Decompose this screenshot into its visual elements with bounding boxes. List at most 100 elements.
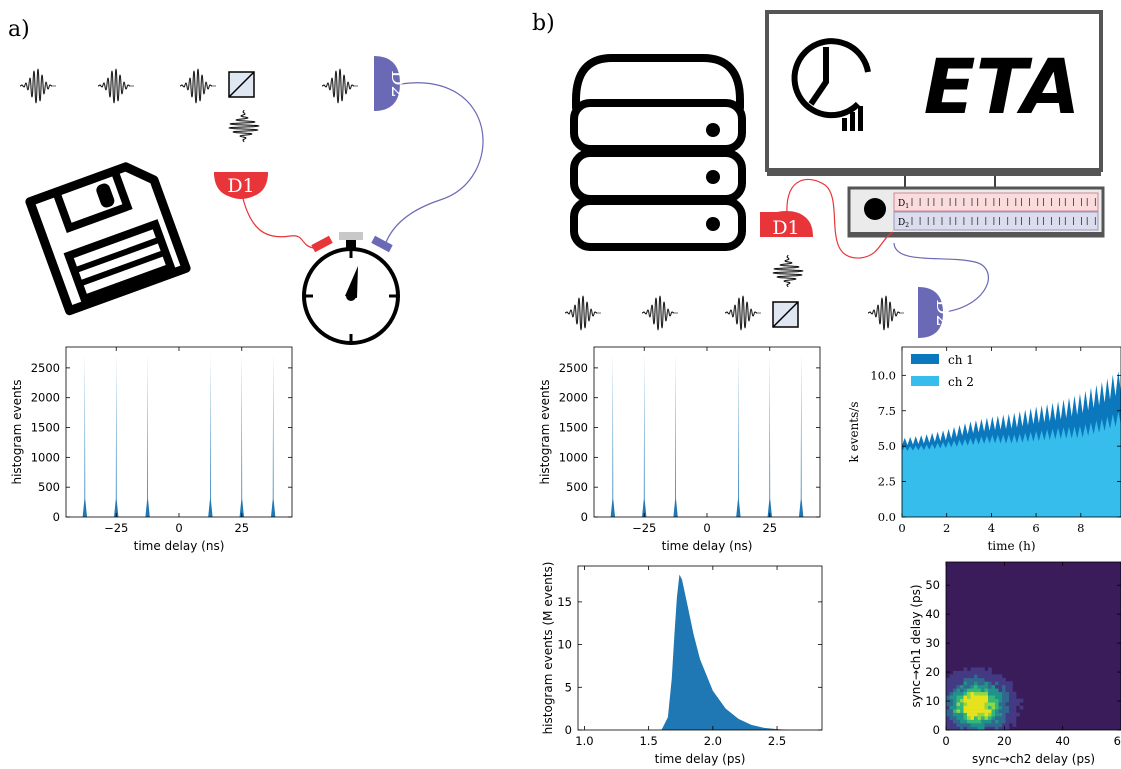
- heatmap-cell: [963, 667, 968, 672]
- heatmap-cell: [1005, 688, 1010, 693]
- heatmap-cell: [1009, 695, 1013, 700]
- heatmap-cell: [995, 674, 999, 679]
- histogram-peak: [114, 352, 119, 517]
- y-tick-label: 2.5: [878, 475, 896, 489]
- heatmap-cell: [1002, 695, 1006, 700]
- heatmap-cell: [956, 691, 961, 696]
- heatmap-cell: [946, 677, 950, 682]
- x-tick-label: 2.0: [704, 734, 722, 748]
- x-tick-label: 8: [1077, 521, 1084, 535]
- heatmap-cell: [988, 684, 992, 689]
- heatmap-cell: [970, 712, 975, 717]
- series-ch2-area: [902, 411, 1121, 517]
- d1-label-b: D1: [772, 217, 799, 239]
- heatmap-cell: [960, 719, 964, 724]
- heatmap-cell: [995, 702, 999, 706]
- heatmap-cell: [1005, 723, 1010, 727]
- heatmap-cell: [984, 705, 989, 710]
- y-tick-label: 15: [557, 595, 572, 609]
- server-stack-icon: [570, 54, 746, 251]
- heatmap-cell: [1012, 691, 1017, 696]
- heatmap-cell: [998, 705, 1003, 710]
- heatmap-cell: [977, 684, 982, 689]
- heatmap-cell: [946, 702, 950, 706]
- heatmap-cell: [1002, 698, 1006, 703]
- x-tick-label: 6: [1032, 521, 1039, 535]
- plot-frame: [593, 346, 821, 518]
- heatmap-cell: [1005, 684, 1010, 689]
- heatmap-cell: [1012, 719, 1017, 724]
- heatmap-cell: [946, 698, 950, 703]
- heatmap-cell: [953, 674, 957, 679]
- heatmap-cell: [988, 702, 992, 706]
- histogram-area: [661, 574, 790, 730]
- heatmap-cell: [988, 695, 992, 700]
- heatmap-cell: [1002, 677, 1006, 682]
- heatmap-cell: [1002, 723, 1006, 727]
- heatmap-cell: [960, 712, 964, 717]
- heatmap-cell: [970, 705, 975, 710]
- heatmap-cell: [974, 681, 978, 686]
- heatmap-cell: [981, 726, 985, 731]
- heatmap-cell: [984, 691, 989, 696]
- heatmap-cell: [977, 674, 982, 679]
- heatmap-cell: [956, 670, 961, 675]
- heatmap-cell: [981, 716, 985, 720]
- heatmap-cell: [956, 726, 961, 731]
- heatmap-cell: [974, 709, 978, 713]
- heatmap-cell: [953, 702, 957, 706]
- wave-packet-icon: [228, 109, 260, 143]
- heatmap-cell: [1012, 698, 1017, 703]
- heatmap-cell: [988, 716, 992, 720]
- heatmap-cell: [981, 695, 985, 700]
- heatmap-cell: [984, 719, 989, 724]
- heatmap-cell: [984, 684, 989, 689]
- heatmap-cell: [1005, 726, 1010, 731]
- heatmap-cell: [984, 695, 989, 700]
- heatmap-cell: [977, 681, 982, 686]
- heatmap-cell: [1002, 726, 1006, 731]
- heatmap-cell: [981, 709, 985, 713]
- heatmap-cell: [1016, 698, 1020, 703]
- heatmap-cell: [977, 691, 982, 696]
- heatmap-cell: [991, 691, 996, 696]
- y-tick-label: 10.0: [870, 368, 896, 382]
- heatmap-cell: [984, 698, 989, 703]
- heatmap-cell: [963, 691, 968, 696]
- heatmap-cell: [995, 719, 999, 724]
- heatmap-cell: [963, 677, 968, 682]
- heatmap-cell: [960, 691, 964, 696]
- y-axis-label: sync→ch1 delay (ps): [909, 584, 923, 707]
- heatmap-cell: [984, 677, 989, 682]
- heatmap-cell: [967, 691, 971, 696]
- chart-heatmap: 0 20 40 60 0 10 20 30 40 50 sync→ch2 delay (ps) syn…: [909, 561, 1121, 766]
- heatmap-cell: [984, 716, 989, 720]
- heatmap-cell: [988, 674, 992, 679]
- heatmap-cell: [981, 702, 985, 706]
- histogram-peak: [642, 352, 647, 517]
- heatmap-cell: [974, 698, 978, 703]
- heatmap-cell: [963, 688, 968, 693]
- heatmap-cell: [1005, 695, 1010, 700]
- heatmap-cell: [974, 691, 978, 696]
- heatmap-cell: [970, 702, 975, 706]
- d2-label-b: D2: [932, 299, 954, 326]
- heatmap-cell: [949, 681, 954, 686]
- heatmap-cell: [956, 674, 961, 679]
- heatmap-cell: [991, 702, 996, 706]
- detector-d1-b: D1: [760, 211, 813, 239]
- heatmap-cell: [984, 726, 989, 731]
- heatmap-cell: [1009, 681, 1013, 686]
- heatmap-cell: [946, 726, 950, 731]
- heatmap-cell: [970, 698, 975, 703]
- heatmap-cell: [977, 716, 982, 720]
- heatmap-cell: [967, 674, 971, 679]
- heatmap-cell: [974, 695, 978, 700]
- heatmap-cell: [991, 698, 996, 703]
- histogram-peak: [736, 352, 741, 517]
- x-axis-label: time (h): [987, 539, 1035, 553]
- heatmap-cell: [970, 674, 975, 679]
- heatmap-cell: [977, 723, 982, 727]
- heatmap-cell: [988, 712, 992, 717]
